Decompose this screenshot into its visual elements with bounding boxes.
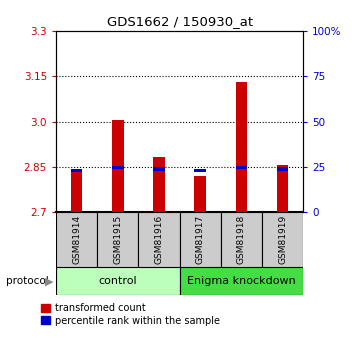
- Bar: [277, 165, 288, 212]
- Bar: [277, 167, 288, 170]
- Bar: [153, 157, 165, 212]
- Text: GSM81915: GSM81915: [113, 215, 122, 264]
- Text: protocol: protocol: [6, 276, 49, 286]
- Text: control: control: [99, 276, 137, 286]
- Bar: [195, 169, 206, 172]
- Bar: [153, 167, 165, 170]
- Bar: [138, 212, 180, 267]
- Bar: [112, 120, 123, 212]
- Text: GSM81914: GSM81914: [72, 215, 81, 264]
- Text: GSM81918: GSM81918: [237, 215, 246, 264]
- Legend: transformed count, percentile rank within the sample: transformed count, percentile rank withi…: [41, 303, 219, 326]
- Bar: [71, 169, 82, 172]
- Bar: [195, 176, 206, 212]
- Bar: [71, 172, 82, 212]
- Bar: [236, 166, 247, 169]
- Bar: [180, 212, 221, 267]
- Bar: [236, 82, 247, 212]
- Text: Enigma knockdown: Enigma knockdown: [187, 276, 296, 286]
- Text: GSM81916: GSM81916: [155, 215, 164, 264]
- Text: GDS1662 / 150930_at: GDS1662 / 150930_at: [108, 16, 253, 29]
- Bar: [112, 166, 123, 169]
- Bar: [56, 267, 180, 295]
- Bar: [262, 212, 303, 267]
- Text: GSM81917: GSM81917: [196, 215, 205, 264]
- Bar: [221, 212, 262, 267]
- Text: GSM81919: GSM81919: [278, 215, 287, 264]
- Bar: [56, 212, 97, 267]
- Bar: [180, 267, 303, 295]
- Text: ▶: ▶: [44, 276, 53, 286]
- Bar: [97, 212, 138, 267]
